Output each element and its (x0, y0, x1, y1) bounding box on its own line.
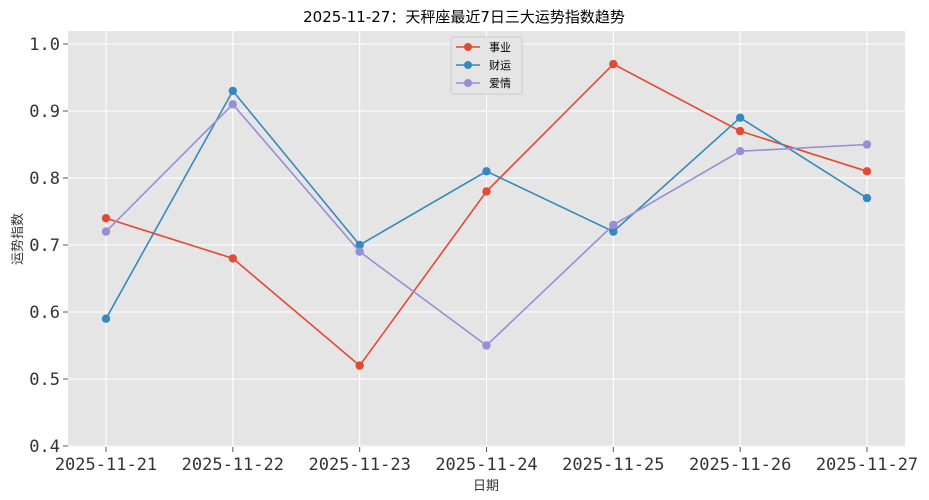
x-tick-label: 2025-11-27 (816, 455, 918, 475)
legend-label: 爱情 (489, 77, 511, 90)
series-0 (101, 59, 872, 370)
data-point (482, 341, 491, 350)
data-point (735, 113, 745, 122)
x-tick-label: 2025-11-25 (562, 455, 664, 475)
y-tick-label: 0.8 (29, 169, 60, 189)
y-tick-label: 0.7 (29, 236, 60, 256)
data-point (735, 147, 745, 156)
series-layer (101, 59, 872, 370)
data-point (228, 254, 238, 263)
legend-item: 财运 (456, 58, 511, 72)
data-point (101, 314, 111, 323)
series-2 (101, 100, 872, 350)
data-point (228, 100, 238, 109)
legend-item: 事业 (456, 41, 511, 54)
axis-ticks: 0.4 0.5 0.6 0.7 0.8 0.9 1.0 2025-11-21 2025-11-2… (29, 35, 918, 475)
y-tick-label: 0.6 (29, 303, 60, 323)
data-point (355, 361, 364, 370)
x-tick-label: 2025-11-24 (435, 455, 537, 475)
data-point (101, 214, 111, 223)
y-axis-label: 运势指数 (10, 213, 26, 265)
legend-marker (464, 61, 472, 69)
x-tick-label: 2025-11-21 (55, 455, 157, 475)
data-point (101, 227, 111, 236)
data-point (355, 240, 364, 250)
data-point (862, 167, 872, 176)
y-tick-label: 0.5 (29, 370, 60, 390)
legend-marker (464, 79, 472, 87)
data-point (862, 140, 872, 149)
data-point (609, 220, 618, 230)
data-point (735, 126, 745, 136)
data-point (355, 247, 364, 256)
y-tick-label: 1.0 (29, 35, 60, 55)
legend-label: 事业 (489, 41, 511, 54)
data-point (609, 59, 618, 69)
chart-title: 2025-11-27：天秤座最近7日三大运势指数趋势 (303, 8, 625, 26)
data-point (228, 86, 238, 96)
legend-label: 财运 (489, 58, 511, 72)
y-tick-label: 0.4 (29, 437, 60, 457)
data-point (862, 193, 872, 203)
data-point (482, 167, 491, 176)
legend-marker (464, 43, 472, 51)
x-tick-label: 2025-11-23 (308, 455, 410, 475)
x-tick-label: 2025-11-26 (689, 455, 791, 475)
x-tick-label: 2025-11-22 (182, 455, 284, 475)
series-1 (101, 86, 872, 323)
data-point (482, 187, 491, 196)
data-point (609, 227, 618, 236)
legend-item: 爱情 (456, 77, 511, 90)
y-tick-label: 0.9 (29, 102, 60, 122)
x-axis-label: 日期 (473, 479, 499, 494)
